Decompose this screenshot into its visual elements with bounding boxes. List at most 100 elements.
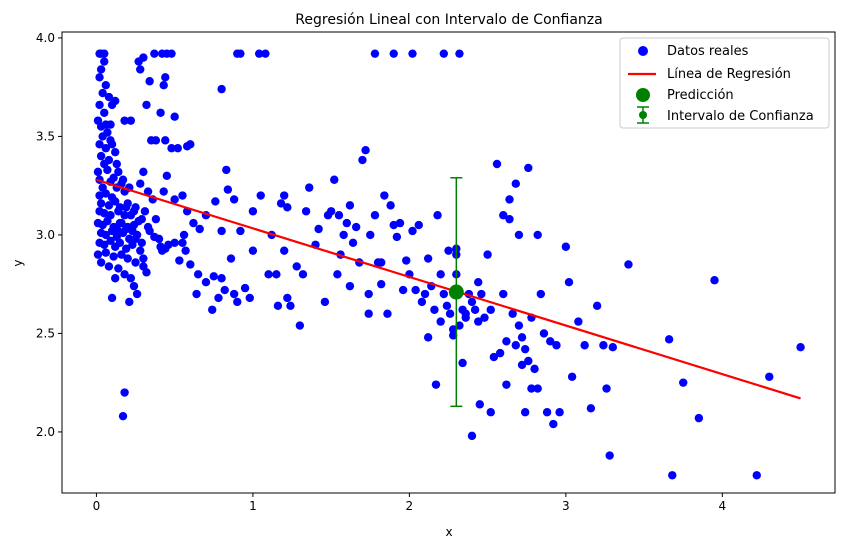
- data-point: [272, 270, 281, 279]
- data-point: [444, 246, 453, 255]
- plot-area: [61, 31, 836, 494]
- data-point: [145, 77, 154, 86]
- data-point: [580, 341, 589, 350]
- data-point: [143, 187, 153, 196]
- data-point: [129, 281, 139, 291]
- data-point: [193, 270, 203, 279]
- data-point: [140, 207, 150, 216]
- data-point: [114, 167, 123, 177]
- data-point: [100, 240, 109, 249]
- data-point: [103, 165, 112, 175]
- data-point: [467, 431, 477, 441]
- data-point: [467, 297, 477, 307]
- data-point: [103, 216, 112, 226]
- regression-line: [96, 178, 801, 400]
- y-axis-label: y: [11, 259, 25, 266]
- data-point: [351, 222, 361, 232]
- data-point: [442, 301, 452, 311]
- data-point: [161, 73, 170, 82]
- data-point: [96, 258, 106, 267]
- data-point: [342, 218, 351, 228]
- data-point: [220, 285, 229, 295]
- data-point: [195, 224, 204, 234]
- data-point: [386, 201, 395, 210]
- data-point: [170, 195, 179, 204]
- data-point: [414, 220, 423, 230]
- data-point: [120, 270, 129, 279]
- data-point: [314, 224, 323, 234]
- data-point: [486, 408, 495, 417]
- data-point: [348, 238, 358, 247]
- data-point: [436, 317, 445, 326]
- data-point: [95, 73, 104, 82]
- data-point: [461, 309, 470, 318]
- data-point: [474, 278, 483, 287]
- data-point: [370, 211, 380, 220]
- data-point: [561, 242, 571, 251]
- data-point: [136, 246, 145, 255]
- data-point: [408, 226, 417, 236]
- data-point: [143, 222, 153, 232]
- data-point: [508, 309, 517, 318]
- data-point: [142, 268, 151, 277]
- data-point: [93, 167, 103, 177]
- data-point: [226, 254, 236, 263]
- data-point: [533, 384, 542, 393]
- data-point: [433, 211, 442, 220]
- data-point: [233, 297, 242, 307]
- data-point: [305, 183, 314, 192]
- legend-marker-datos: [638, 46, 648, 56]
- data-point: [121, 244, 131, 253]
- data-point: [118, 175, 128, 184]
- data-point: [96, 151, 106, 161]
- data-point: [511, 341, 520, 350]
- data-point: [211, 197, 220, 206]
- data-point: [668, 471, 677, 480]
- data-point: [505, 214, 514, 224]
- data-point: [115, 238, 125, 247]
- y-tick-label: 4.0: [36, 31, 55, 45]
- data-point: [326, 207, 336, 216]
- data-point: [439, 49, 449, 58]
- data-point: [301, 207, 311, 216]
- data-point: [178, 191, 187, 200]
- data-point: [98, 88, 107, 98]
- data-point: [111, 274, 120, 283]
- data-point: [417, 297, 427, 307]
- y-tick-label: 3.5: [36, 129, 55, 143]
- data-point: [430, 305, 439, 314]
- data-point: [248, 207, 258, 216]
- data-point: [101, 248, 111, 257]
- data-point: [245, 293, 254, 303]
- data-point: [448, 325, 458, 334]
- data-point: [458, 358, 467, 368]
- data-point: [492, 159, 502, 169]
- data-point: [142, 100, 151, 110]
- data-point: [139, 53, 148, 62]
- data-point: [564, 278, 574, 287]
- data-point: [295, 321, 305, 330]
- data-point: [217, 226, 226, 236]
- data-point: [389, 49, 398, 58]
- data-point: [334, 211, 344, 220]
- data-point: [423, 254, 433, 263]
- data-point: [229, 195, 239, 204]
- data-point: [156, 242, 165, 251]
- data-point: [240, 283, 250, 293]
- data-point: [445, 309, 455, 318]
- data-point: [104, 201, 114, 210]
- data-point: [377, 279, 386, 289]
- data-point: [120, 116, 129, 125]
- data-point: [511, 179, 520, 188]
- data-point: [524, 356, 533, 366]
- data-point: [100, 57, 109, 66]
- data-point: [520, 408, 530, 417]
- data-point: [298, 270, 308, 279]
- data-point: [431, 380, 441, 389]
- data-point: [345, 281, 355, 291]
- data-point: [104, 262, 114, 271]
- data-point: [264, 270, 273, 279]
- data-point: [254, 49, 264, 58]
- data-point: [114, 226, 123, 236]
- data-point: [364, 309, 373, 318]
